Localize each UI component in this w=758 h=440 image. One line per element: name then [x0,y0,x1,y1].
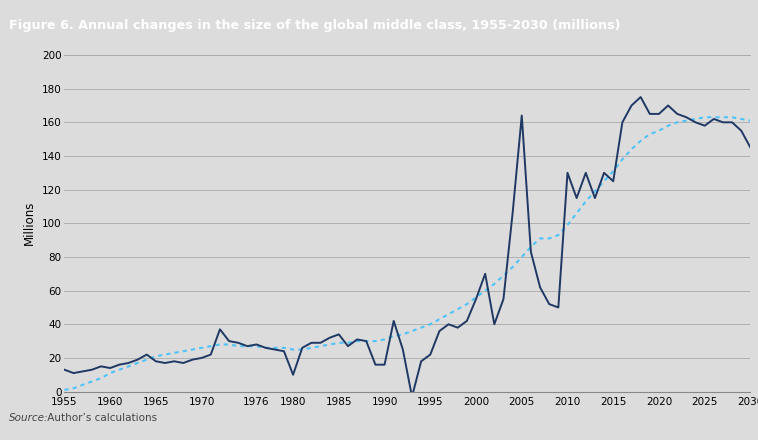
Text: Source:: Source: [9,413,49,423]
Text: Figure 6. Annual changes in the size of the global middle class, 1955-2030 (mill: Figure 6. Annual changes in the size of … [9,19,621,32]
Text: Author’s calculations: Author’s calculations [44,413,157,423]
Y-axis label: Millions: Millions [23,201,36,246]
